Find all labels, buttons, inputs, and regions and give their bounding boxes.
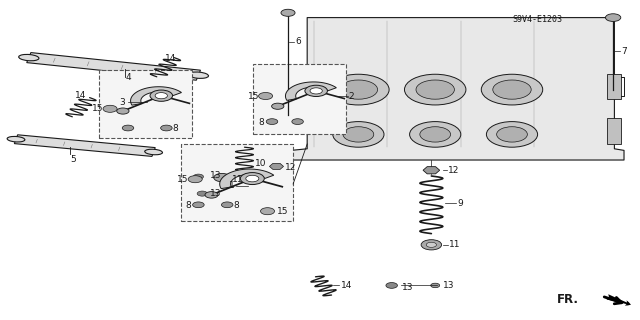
Ellipse shape [19,54,39,61]
Circle shape [246,175,259,182]
Text: 8: 8 [173,124,179,133]
Circle shape [339,80,378,99]
Circle shape [188,176,202,183]
Text: 5: 5 [71,155,76,164]
Polygon shape [27,52,200,80]
FancyBboxPatch shape [99,70,192,138]
Circle shape [292,119,303,124]
Circle shape [155,92,168,99]
Circle shape [193,202,204,208]
Circle shape [386,283,397,288]
Circle shape [241,172,264,185]
Circle shape [420,127,451,142]
Circle shape [404,74,466,105]
Text: 13: 13 [443,281,454,290]
Circle shape [122,125,134,131]
FancyBboxPatch shape [181,144,293,221]
Circle shape [116,108,129,114]
Circle shape [416,80,454,99]
Text: 7: 7 [621,47,627,56]
Text: 12: 12 [448,166,460,175]
Circle shape [266,119,278,124]
Circle shape [221,202,233,208]
Text: 8: 8 [234,201,239,210]
Circle shape [197,191,207,196]
Text: 13: 13 [402,283,413,292]
Circle shape [421,240,442,250]
Text: 15: 15 [177,175,189,184]
Circle shape [310,88,323,94]
Circle shape [605,14,621,21]
Circle shape [497,127,527,142]
Text: 2: 2 [349,92,355,100]
Polygon shape [285,82,337,100]
Text: FR.: FR. [557,293,579,306]
Text: 11: 11 [449,240,461,249]
Text: 13: 13 [210,189,221,198]
Text: 12: 12 [285,163,296,172]
Ellipse shape [188,72,209,78]
Circle shape [333,122,384,147]
Polygon shape [423,167,440,174]
Circle shape [103,105,117,112]
Circle shape [161,125,172,131]
Bar [607,118,621,144]
Circle shape [205,192,218,198]
Ellipse shape [145,149,163,155]
Polygon shape [269,163,284,170]
Circle shape [431,283,440,288]
Circle shape [426,242,436,247]
Circle shape [328,74,389,105]
Text: 14: 14 [165,54,177,63]
Text: 15: 15 [92,104,104,113]
Polygon shape [220,169,274,188]
Text: 8: 8 [259,118,264,127]
Text: 4: 4 [125,73,131,82]
Circle shape [281,9,295,16]
Circle shape [305,85,328,97]
Circle shape [259,92,273,100]
Circle shape [271,103,284,109]
Text: 14: 14 [75,91,86,100]
Circle shape [260,208,275,215]
Text: S9V4-E1203: S9V4-E1203 [513,15,563,24]
Circle shape [486,122,538,147]
FancyBboxPatch shape [253,64,346,134]
Circle shape [214,173,230,182]
Circle shape [150,90,173,101]
Text: 9: 9 [457,199,463,208]
Text: 15: 15 [276,207,288,216]
Text: 11: 11 [232,175,244,184]
Text: 15: 15 [248,92,259,100]
Text: 1: 1 [228,181,234,190]
Text: 13: 13 [210,171,221,180]
Circle shape [493,80,531,99]
Circle shape [481,74,543,105]
Text: 10: 10 [255,159,266,168]
Circle shape [193,174,204,179]
Text: 3: 3 [120,98,125,107]
Text: 14: 14 [340,281,352,290]
Text: 8: 8 [185,201,191,210]
Bar [607,74,621,99]
Circle shape [343,127,374,142]
Polygon shape [291,18,624,160]
Polygon shape [14,135,156,156]
Ellipse shape [7,136,25,142]
Text: 6: 6 [296,37,301,46]
Polygon shape [131,87,182,105]
Circle shape [410,122,461,147]
